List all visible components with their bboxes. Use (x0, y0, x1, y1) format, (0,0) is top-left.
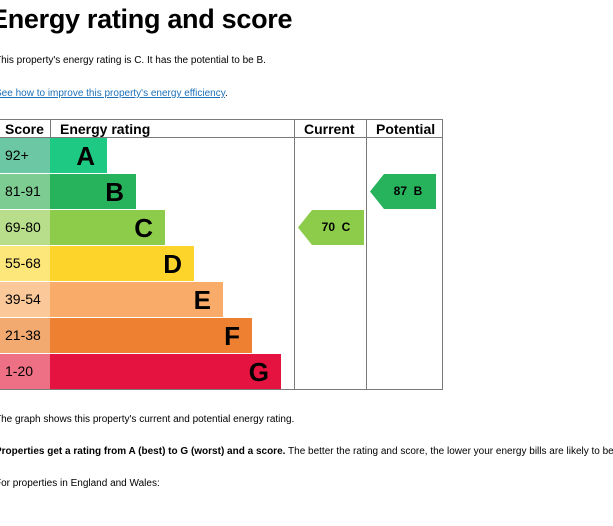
potential-letter: B (413, 184, 423, 198)
potential-rating-arrow: 87 B (370, 174, 436, 209)
current-score: 70 (321, 220, 335, 234)
band-score-range: 81-91 (0, 174, 50, 209)
band-bar: D (50, 246, 194, 281)
rating-note-bold: Properties get a rating from A (best) to… (0, 446, 286, 457)
band-letter: B (105, 177, 124, 207)
score-column-header: Score (5, 121, 44, 137)
band-bar: A (50, 138, 107, 173)
potential-score: 87 (393, 184, 407, 198)
band-score-range: 21-38 (0, 318, 50, 353)
band-score-range: 1-20 (0, 354, 50, 389)
band-letter: A (76, 141, 95, 171)
band-letter: C (134, 213, 153, 243)
current-letter: C (341, 220, 351, 234)
improve-paragraph: See how to improve this property's energ… (0, 88, 228, 99)
band-bar: E (50, 282, 223, 317)
regional-note: For properties in England and Wales: (0, 478, 160, 489)
band-score-range: 92+ (0, 138, 50, 173)
rating-note: Properties get a rating from A (best) to… (0, 446, 613, 457)
band-bar: F (50, 318, 252, 353)
page-title: Energy rating and score (0, 4, 293, 34)
band-score-range: 55-68 (0, 246, 50, 281)
rating-note-rest: The better the rating and score, the low… (285, 446, 613, 457)
band-letter: D (163, 249, 182, 279)
improve-suffix: . (225, 88, 228, 99)
current-column-divider (294, 120, 295, 389)
rating-column-header: Energy rating (60, 121, 151, 137)
header-divider (0, 137, 442, 138)
band-letter: F (224, 321, 240, 351)
energy-rating-chart: Score Energy rating Current Potential 92… (0, 119, 443, 390)
current-rating-arrow: 70 C (298, 210, 364, 245)
potential-column-header: Potential (376, 121, 436, 137)
band-bar: G (50, 354, 281, 389)
band-score-range: 39-54 (0, 282, 50, 317)
improve-efficiency-link[interactable]: See how to improve this property's energ… (0, 88, 225, 99)
score-column-divider (50, 120, 51, 137)
band-bar: B (50, 174, 136, 209)
graph-caption: The graph shows this property's current … (0, 414, 295, 425)
current-column-header: Current (304, 121, 355, 137)
rating-summary: This property's energy rating is C. It h… (0, 55, 266, 66)
band-score-range: 69-80 (0, 210, 50, 245)
band-bar: C (50, 210, 165, 245)
band-letter: G (248, 357, 269, 387)
potential-column-divider (366, 120, 367, 389)
band-letter: E (193, 285, 211, 315)
